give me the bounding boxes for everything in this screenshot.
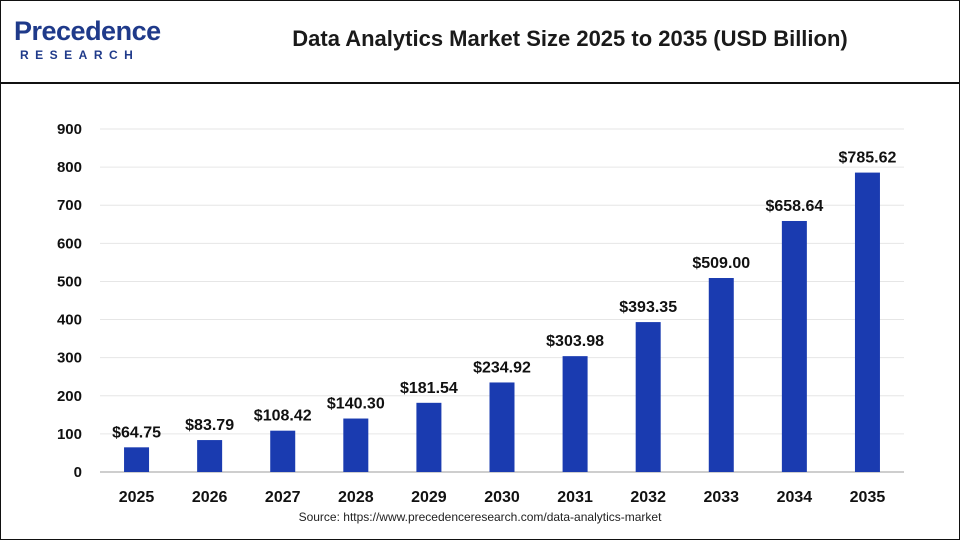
x-tick-label-2030: 2030 — [484, 489, 520, 506]
x-tick-label-2034: 2034 — [777, 489, 813, 506]
bar-2026 — [197, 440, 223, 472]
data-label-2032: $393.35 — [619, 299, 677, 316]
bar-2030 — [489, 382, 515, 472]
bar-2034 — [781, 220, 807, 472]
x-tick-label-2026: 2026 — [192, 489, 228, 506]
y-tick-label: 400 — [57, 312, 82, 329]
data-label-2026: $83.79 — [185, 417, 234, 434]
brand-logo: Precedence RESEARCH — [14, 14, 164, 64]
bar-2032 — [635, 322, 661, 472]
y-tick-label: 900 — [57, 121, 82, 138]
x-tick-label-2029: 2029 — [411, 489, 447, 506]
bar-2025 — [124, 447, 150, 472]
y-tick-label: 700 — [57, 197, 82, 214]
bar-2029 — [416, 402, 442, 472]
bar-2031 — [562, 356, 588, 472]
data-label-2033: $509.00 — [692, 255, 750, 272]
logo-wordmark: Precedence — [14, 16, 161, 46]
data-label-2027: $108.42 — [254, 408, 312, 425]
data-label-2030: $234.92 — [473, 359, 531, 376]
data-label-2025: $64.75 — [112, 424, 161, 441]
header: Precedence RESEARCH Data Analytics Marke… — [0, 0, 960, 84]
x-tick-label-2035: 2035 — [850, 489, 886, 506]
x-tick-label-2028: 2028 — [338, 489, 374, 506]
data-label-2029: $181.54 — [400, 380, 458, 397]
data-label-2028: $140.30 — [327, 396, 385, 413]
bar-2028 — [343, 418, 369, 472]
x-tick-label-2033: 2033 — [703, 489, 739, 506]
bar-2035 — [854, 172, 880, 472]
y-tick-label: 500 — [57, 273, 82, 290]
data-label-2035: $785.62 — [839, 150, 897, 167]
y-tick-label: 0 — [74, 464, 82, 481]
data-label-2034: $658.64 — [765, 198, 823, 215]
chart-title: Data Analytics Market Size 2025 to 2035 … — [292, 26, 848, 51]
data-label-2031: $303.98 — [546, 333, 604, 350]
x-tick-label-2031: 2031 — [557, 489, 593, 506]
x-tick-label-2032: 2032 — [630, 489, 666, 506]
x-tick-label-2027: 2027 — [265, 489, 301, 506]
y-tick-label: 200 — [57, 388, 82, 405]
y-tick-label: 600 — [57, 235, 82, 252]
bar-2027 — [270, 430, 296, 472]
y-tick-label: 300 — [57, 350, 82, 367]
source-note: Source: https://www.precedenceresearch.c… — [298, 510, 662, 524]
y-tick-label: 800 — [57, 159, 82, 176]
bar-2033 — [708, 278, 734, 472]
y-tick-label: 100 — [57, 426, 82, 443]
logo-subtitle: RESEARCH — [20, 48, 140, 62]
x-tick-label-2025: 2025 — [119, 489, 155, 506]
